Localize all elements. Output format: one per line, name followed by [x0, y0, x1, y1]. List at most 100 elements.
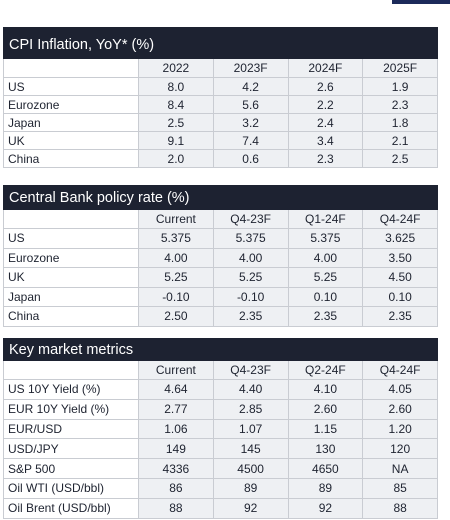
row-label: UK [3, 131, 139, 150]
cell-value: 4.40 [212, 379, 289, 400]
cell-value: 2.85 [212, 398, 289, 420]
row-label: EUR 10Y Yield (%) [3, 398, 139, 420]
table-row: US 8.0 4.2 2.6 1.9 [3, 77, 438, 96]
cell-value: 7.4 [212, 131, 289, 150]
table-row: China 2.50 2.35 2.35 2.35 [3, 306, 439, 327]
cell-value: 1.8 [362, 113, 438, 132]
cell-value: 0.10 [362, 286, 439, 307]
table-row: S&P 500 4336 4500 4650 NA [3, 458, 439, 479]
cell-value: 5.25 [138, 267, 214, 288]
cell-value: 3.2 [212, 113, 289, 132]
cell-value: 145 [212, 438, 289, 460]
cell-value: 2.2 [287, 95, 364, 114]
cell-value: 92 [212, 497, 289, 519]
cell-value: 5.375 [138, 228, 214, 249]
cell-value: 89 [212, 477, 289, 499]
table-row: Eurozone 4.00 4.00 4.00 3.50 [3, 247, 439, 268]
cpi-inflation-table: CPI Inflation, YoY* (%) 2022 2023F 2024F… [3, 27, 438, 168]
table-title: Key market metrics [2, 338, 439, 361]
row-label: Oil Brent (USD/bbl) [3, 497, 139, 519]
table-row: EUR/USD 1.06 1.07 1.15 1.20 [3, 418, 439, 440]
cell-value: 4336 [138, 458, 214, 479]
cell-value: 3.625 [362, 228, 439, 249]
column-header: Q4-23F [212, 209, 289, 229]
cell-value: -0.10 [138, 286, 214, 307]
cell-value: 4.50 [362, 267, 439, 288]
cell-value: 1.15 [287, 418, 364, 440]
cell-value: 2.35 [212, 306, 289, 327]
cell-value: 4.2 [212, 77, 289, 96]
cell-value: 88 [362, 497, 439, 519]
row-label: China [3, 306, 139, 327]
cell-value: 1.07 [212, 418, 289, 440]
cell-value: 3.50 [362, 247, 439, 268]
column-header: Q4-24F [362, 360, 439, 380]
cell-value: 4.00 [138, 247, 214, 268]
cell-value: 2.60 [287, 398, 364, 420]
row-label: EUR/USD [3, 418, 139, 440]
row-label: Eurozone [3, 247, 139, 268]
cell-value: 4650 [287, 458, 364, 479]
cell-value: 2.3 [287, 149, 364, 168]
column-header-blank [3, 58, 139, 78]
table-row: UK 5.25 5.25 5.25 4.50 [3, 267, 439, 288]
row-label: USD/JPY [3, 438, 139, 460]
cell-value: 4.10 [287, 379, 364, 400]
cell-value: 2.1 [362, 131, 438, 150]
cell-value: 2.5 [362, 149, 438, 168]
column-header: Q2-24F [287, 360, 364, 380]
cell-value: 2.77 [138, 398, 214, 420]
table-row: US 10Y Yield (%) 4.64 4.40 4.10 4.05 [3, 379, 439, 400]
cell-value: 2.35 [362, 306, 439, 327]
policy-rate-table: Central Bank policy rate (%) Current Q4-… [2, 185, 439, 327]
cell-value: 4500 [212, 458, 289, 479]
column-header: 2023F [212, 58, 289, 78]
row-label: China [3, 149, 139, 168]
row-label: UK [3, 267, 139, 288]
table-row: USD/JPY 149 145 130 120 [3, 438, 439, 460]
table-row: Eurozone 8.4 5.6 2.2 2.3 [3, 95, 438, 114]
table-row: Japan 2.5 3.2 2.4 1.8 [3, 113, 438, 132]
column-header: Q1-24F [287, 209, 364, 229]
cell-value: 3.4 [287, 131, 364, 150]
cell-value: 5.25 [212, 267, 289, 288]
cell-value: 2.3 [362, 95, 438, 114]
cell-value: 130 [287, 438, 364, 460]
table-title: Central Bank policy rate (%) [2, 185, 439, 210]
cell-value: 2.50 [138, 306, 214, 327]
row-label: S&P 500 [3, 458, 139, 479]
cell-value: 2.35 [287, 306, 364, 327]
cell-value: NA [362, 458, 439, 479]
cell-value: 8.0 [138, 77, 214, 96]
cell-value: 4.05 [362, 379, 439, 400]
cell-value: 85 [362, 477, 439, 499]
cell-value: 2.5 [138, 113, 214, 132]
row-label: Oil WTI (USD/bbl) [3, 477, 139, 499]
cell-value: 8.4 [138, 95, 214, 114]
table-row: US 5.375 5.375 5.375 3.625 [3, 228, 439, 249]
cell-value: 2.60 [362, 398, 439, 420]
key-market-metrics-table: Key market metrics Current Q4-23F Q2-24F… [2, 338, 439, 519]
cell-value: 1.20 [362, 418, 439, 440]
column-header-blank [3, 360, 139, 380]
cell-value: 5.375 [287, 228, 364, 249]
cell-value: 92 [287, 497, 364, 519]
cell-value: 0.10 [287, 286, 364, 307]
row-label: Japan [3, 113, 139, 132]
cell-value: 5.375 [212, 228, 289, 249]
cell-value: 5.25 [287, 267, 364, 288]
column-header-blank [3, 209, 139, 229]
table-row: Japan -0.10 -0.10 0.10 0.10 [3, 286, 439, 307]
cell-value: 2.4 [287, 113, 364, 132]
table-row: Oil WTI (USD/bbl) 86 89 89 85 [3, 477, 439, 499]
cell-value: 1.06 [138, 418, 214, 440]
cell-value: 2.6 [287, 77, 364, 96]
row-label: Eurozone [3, 95, 139, 114]
column-header: 2022 [138, 58, 214, 78]
column-header: Q4-24F [362, 209, 439, 229]
column-header: Current [138, 360, 214, 380]
cell-value: -0.10 [212, 286, 289, 307]
cell-value: 9.1 [138, 131, 214, 150]
row-label: US 10Y Yield (%) [3, 379, 139, 400]
cell-value: 4.00 [212, 247, 289, 268]
